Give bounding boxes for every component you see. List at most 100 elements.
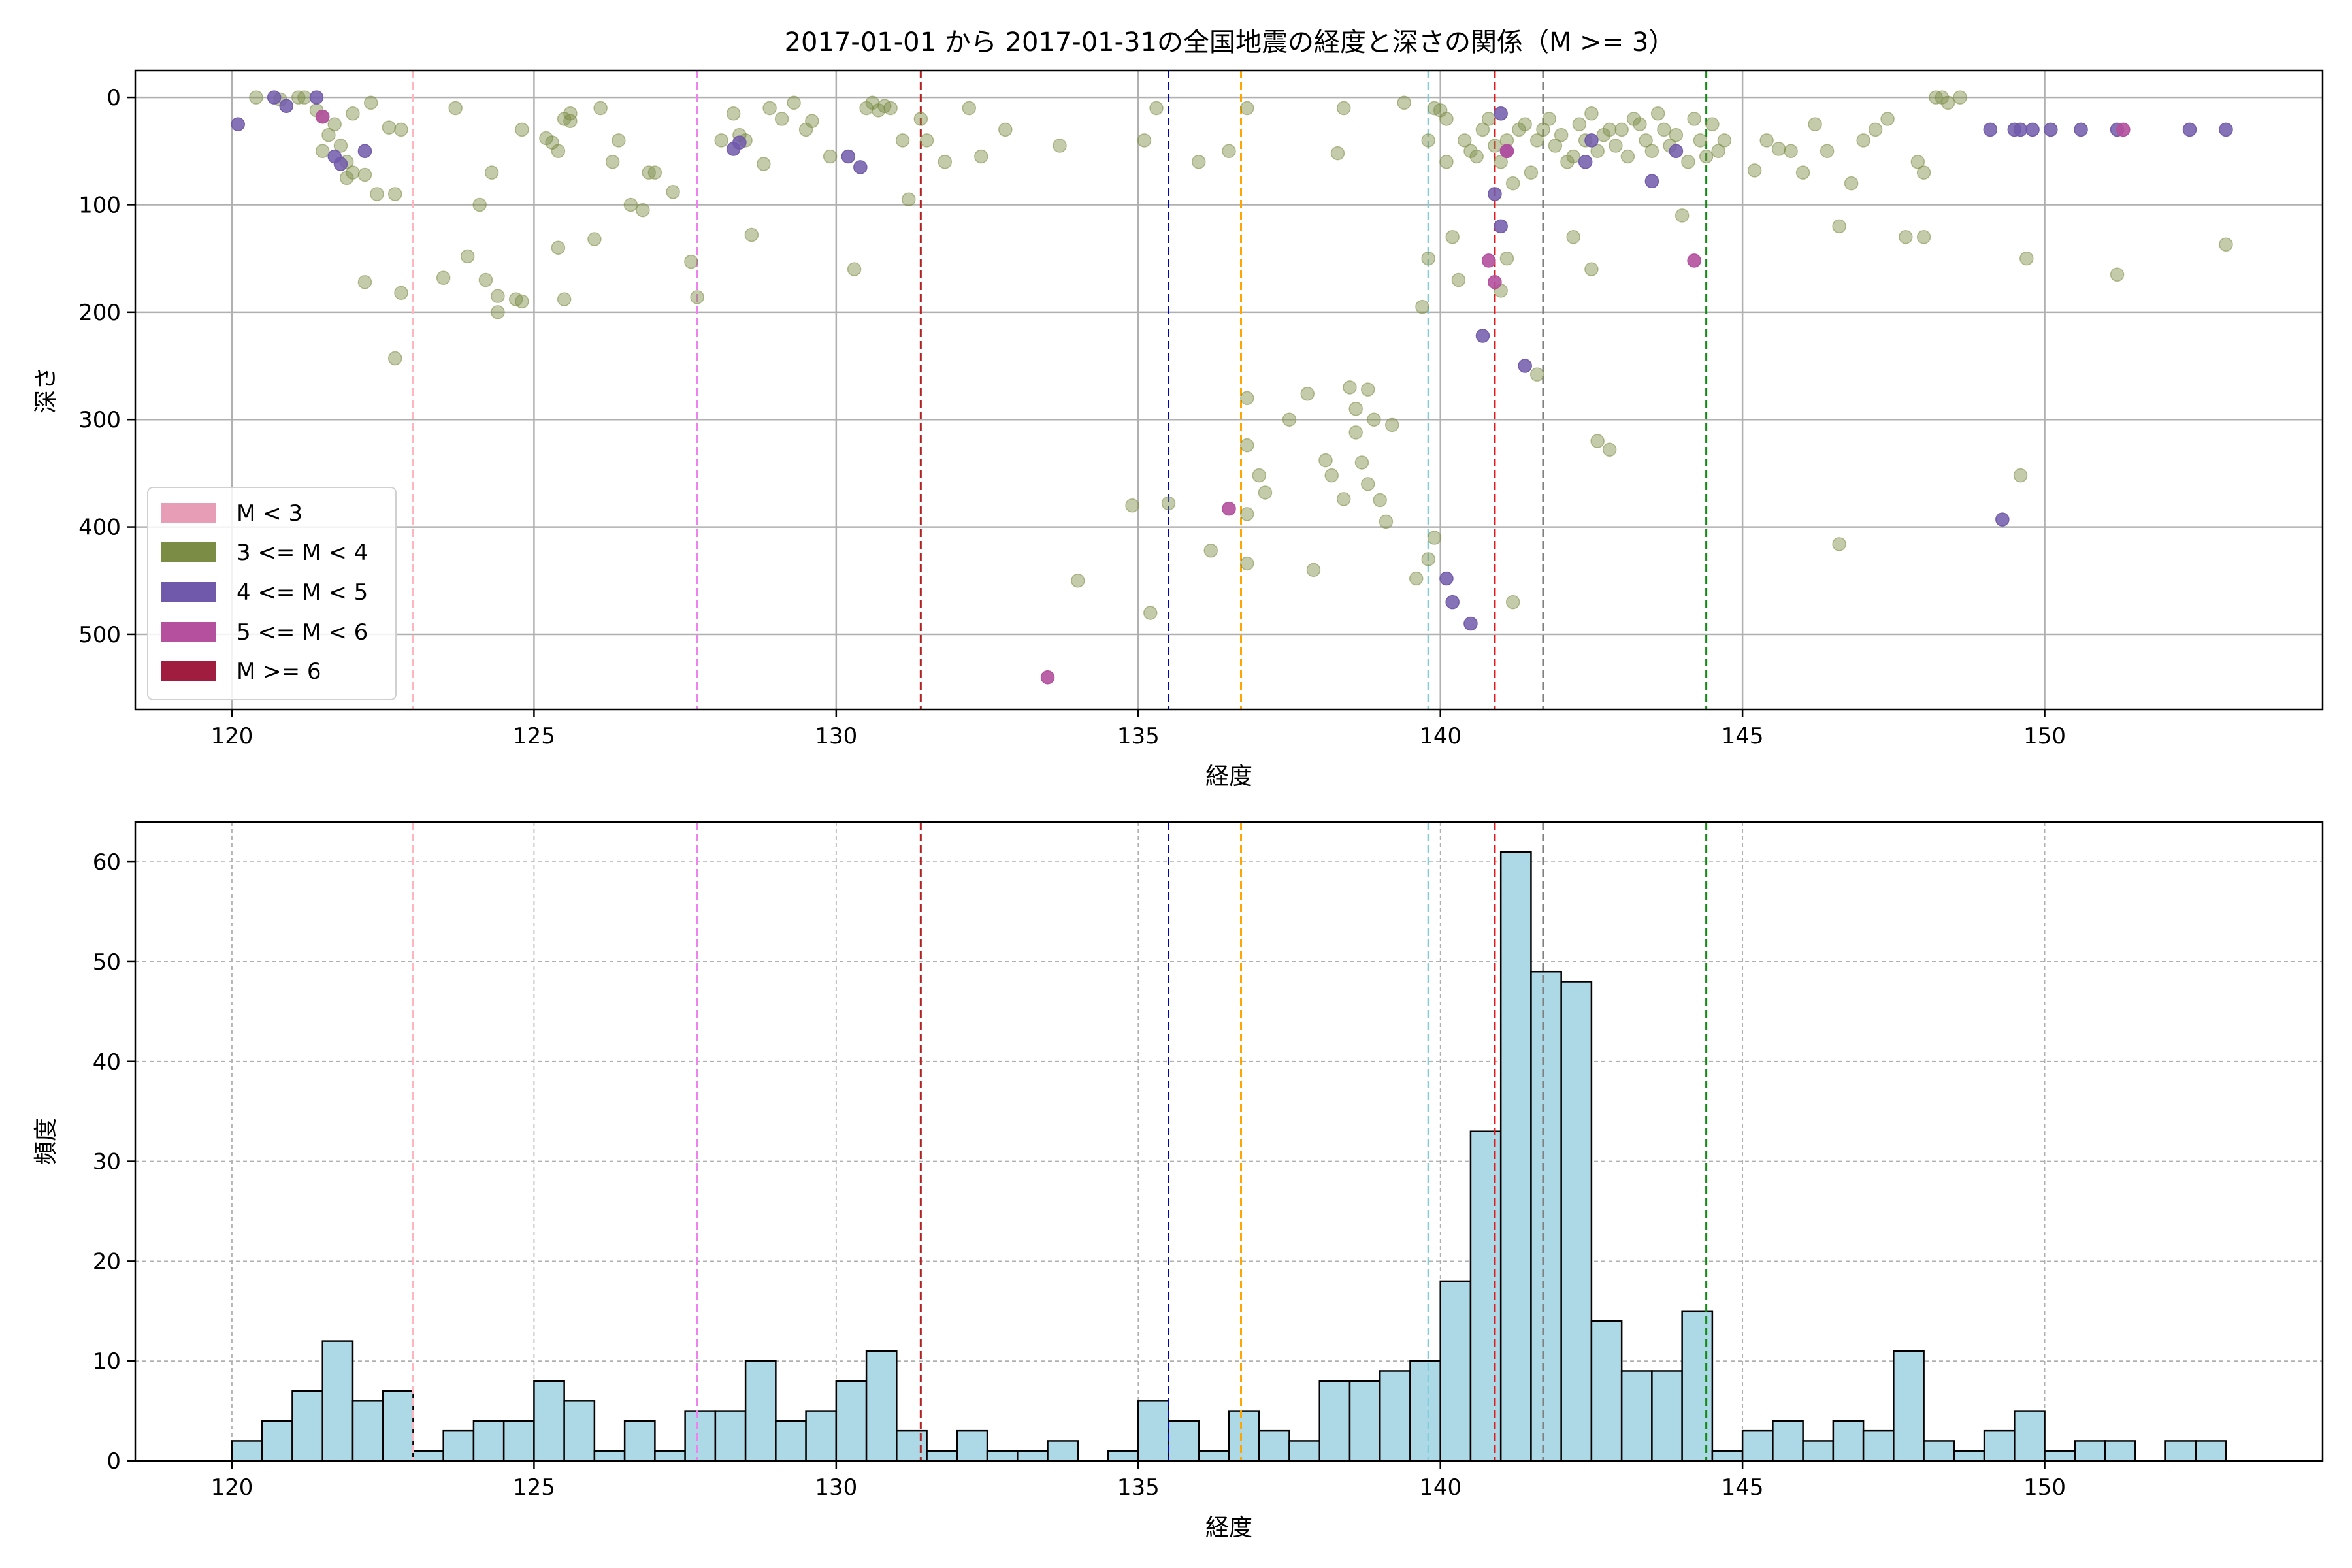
y-tick-label: 500 (78, 622, 121, 648)
histogram-bar (533, 1380, 565, 1462)
data-point (357, 167, 372, 182)
data-point (1614, 122, 1629, 137)
legend-label-m-5-6: 5 <= M < 6 (237, 619, 368, 645)
histogram-bar (291, 1390, 323, 1462)
data-point (1602, 122, 1617, 137)
x-tick-label: 125 (513, 723, 555, 749)
data-point (998, 122, 1013, 137)
histogram-bar (1862, 1429, 1895, 1462)
histogram-bar (351, 1400, 384, 1462)
y-tick-label: 20 (93, 1249, 121, 1275)
data-point (1137, 133, 1152, 148)
data-point (1415, 299, 1429, 314)
data-point (1427, 531, 1442, 545)
data-point (1239, 101, 1254, 116)
histogram-bar (865, 1350, 898, 1462)
data-point (1747, 163, 1762, 178)
data-point (1488, 139, 1502, 153)
data-point (1336, 101, 1351, 116)
data-point (1421, 133, 1435, 148)
data-point (1499, 251, 1514, 266)
data-point (1488, 187, 1502, 201)
data-point (1475, 329, 1490, 343)
data-point (1916, 230, 1931, 244)
y-tick-label: 400 (78, 515, 121, 541)
data-point (1602, 442, 1617, 457)
data-point (1143, 606, 1158, 620)
histogram-bar (1409, 1360, 1441, 1462)
histogram-bar (1379, 1370, 1411, 1462)
data-point (2013, 122, 2028, 137)
data-point (1499, 144, 1514, 159)
y-tick-label: 60 (93, 849, 121, 875)
histogram-bar (1107, 1450, 1139, 1462)
data-point (1590, 144, 1605, 159)
data-point (2219, 237, 2233, 252)
histogram-bars (231, 851, 2227, 1462)
data-point (1644, 144, 1659, 159)
histogram-bar (1590, 1320, 1623, 1462)
histogram-bar (1228, 1410, 1260, 1462)
y-tick-label: 30 (93, 1149, 121, 1175)
data-point (883, 101, 898, 116)
data-point (1481, 112, 1496, 126)
data-point (2019, 251, 2034, 266)
data-point (1494, 106, 1508, 121)
data-point (357, 144, 372, 159)
data-point (363, 95, 378, 110)
data-point (1669, 144, 1684, 159)
data-point (938, 154, 953, 169)
data-point (382, 120, 397, 135)
histogram-bar (321, 1340, 354, 1462)
histogram-bar (835, 1380, 868, 1462)
histogram-bar (2195, 1440, 2227, 1462)
data-point (1252, 468, 1266, 483)
data-point (339, 171, 354, 186)
y-tick-label: 50 (93, 949, 121, 975)
data-point (605, 154, 620, 169)
data-point (1494, 219, 1508, 234)
data-point (1397, 95, 1411, 110)
data-point (974, 149, 988, 164)
data-point (1518, 117, 1532, 131)
data-point (1348, 402, 1363, 416)
data-point (1318, 453, 1333, 468)
histogram-bar (926, 1450, 958, 1462)
data-point (919, 133, 934, 148)
y-tick-label: 100 (78, 192, 121, 218)
data-point (1687, 112, 1701, 126)
data-point (2074, 122, 2088, 137)
data-point (1983, 122, 1998, 137)
data-point (1529, 133, 1544, 148)
data-point (1584, 262, 1599, 276)
data-point (1554, 127, 1569, 142)
histogram-bar (1288, 1440, 1320, 1462)
data-point (557, 292, 572, 306)
data-point (1239, 556, 1254, 571)
histogram-panel: 120 125 130 135 140 145 150 0 10 20 30 40 50 60 経度 頻… (33, 821, 2324, 1541)
data-point (1657, 122, 1671, 137)
data-point (1590, 434, 1605, 448)
data-point (1475, 122, 1490, 137)
data-point (1360, 382, 1375, 397)
data-point (448, 101, 463, 116)
histogram-bar (231, 1440, 263, 1462)
data-point (823, 149, 838, 164)
data-point (1384, 417, 1399, 433)
histogram-y-ticks: 0 10 20 30 40 50 60 (93, 849, 135, 1475)
data-point (327, 117, 342, 131)
histogram-bar (1893, 1350, 1925, 1462)
x-tick-label: 145 (1722, 723, 1764, 749)
data-point (1705, 117, 1720, 131)
histogram-bar (1530, 970, 1562, 1462)
data-point (1693, 133, 1708, 148)
data-point (1620, 149, 1635, 164)
data-point (2025, 122, 2040, 137)
data-point (642, 165, 656, 180)
scatter-reference-lines (412, 71, 1708, 710)
y-tick-label: 200 (78, 300, 121, 326)
data-point (895, 133, 910, 148)
data-point (2110, 267, 2125, 282)
data-point (1239, 438, 1254, 453)
histogram-bar (623, 1420, 656, 1462)
